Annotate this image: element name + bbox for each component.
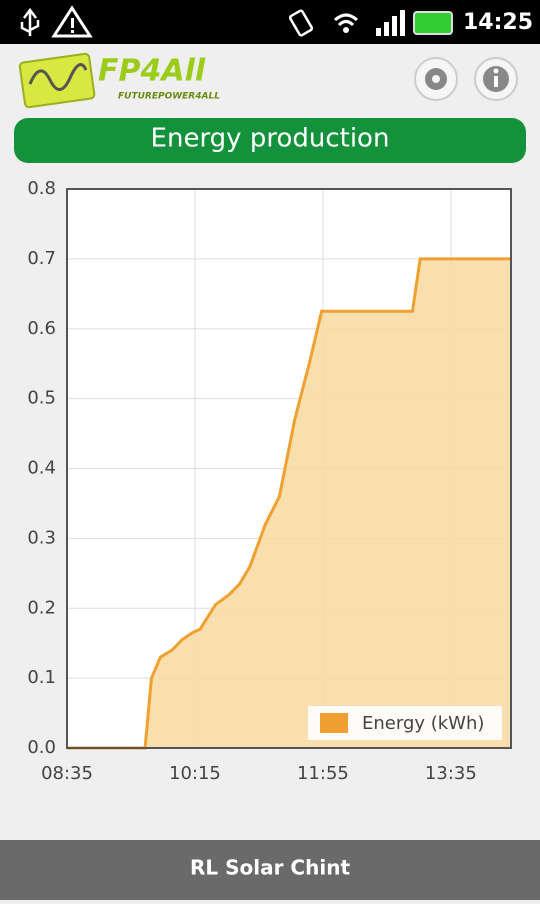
y-tick-label: 0.8 [27,178,56,199]
x-tick-label: 13:35 [425,763,477,784]
settings-button[interactable] [414,57,458,101]
y-tick-label: 0.7 [27,248,56,269]
line [67,257,511,750]
footer-bar [0,840,540,900]
y-tick-label: 0.6 [27,318,56,339]
plot-frame [66,188,512,749]
logo: FP4All FUTUREPOWER4ALL [18,52,220,109]
y-tick-label: 0.2 [27,597,56,618]
status-icons [20,5,453,38]
chart: 0.0 0.1 0.2 0.3 0.4 0.5 0.6 0.7 0.8 08:35 10:15 11:… [27,178,512,784]
title-bar [14,118,526,163]
y-tick-label: 0.0 [27,737,56,758]
logo-subtext: FUTUREPOWER4ALL [118,92,220,102]
y-tick-label: 0.4 [27,458,56,479]
footer-label: RL Solar Chint [190,856,350,880]
info-button[interactable] [474,57,518,101]
x-tick-label: 08:35 [41,763,93,784]
area [67,258,511,748]
x-tick-label: 11:55 [297,763,349,784]
x-tick-label: 10:15 [169,763,221,784]
legend-swatch [320,713,348,733]
clock: 14:25 [463,10,533,35]
logo-text: FP4All [98,54,206,89]
title: Energy production [151,124,390,154]
y-tick-label: 0.1 [27,667,56,688]
y-tick-label: 0.3 [27,527,56,548]
y-tick-label: 0.5 [27,388,56,409]
legend-label: Energy (kWh) [362,713,484,734]
